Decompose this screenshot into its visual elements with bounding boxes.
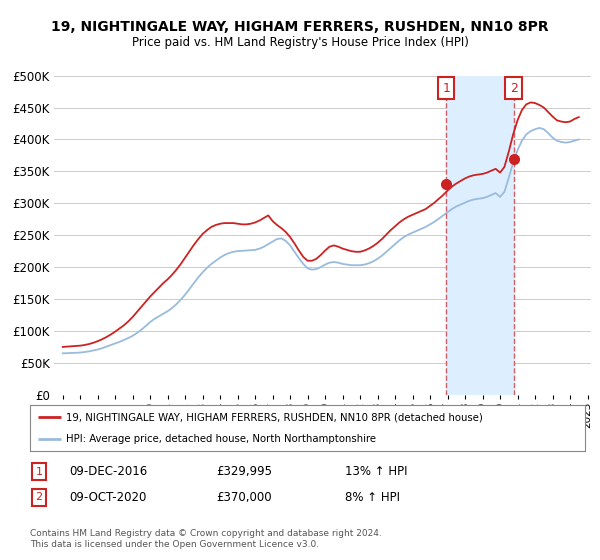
Text: 2: 2 xyxy=(35,492,43,502)
Text: 09-OCT-2020: 09-OCT-2020 xyxy=(69,491,146,504)
Bar xyxy=(446,76,514,395)
Text: 19, NIGHTINGALE WAY, HIGHAM FERRERS, RUSHDEN, NN10 8PR: 19, NIGHTINGALE WAY, HIGHAM FERRERS, RUS… xyxy=(51,20,549,34)
Text: 19, NIGHTINGALE WAY, HIGHAM FERRERS, RUSHDEN, NN10 8PR (detached house): 19, NIGHTINGALE WAY, HIGHAM FERRERS, RUS… xyxy=(66,412,483,422)
Text: 8% ↑ HPI: 8% ↑ HPI xyxy=(345,491,400,504)
Text: HPI: Average price, detached house, North Northamptonshire: HPI: Average price, detached house, Nort… xyxy=(66,435,376,444)
Text: 1: 1 xyxy=(35,466,43,477)
Text: £329,995: £329,995 xyxy=(216,465,272,478)
Text: £370,000: £370,000 xyxy=(216,491,272,504)
Text: 1: 1 xyxy=(442,82,450,95)
Text: Price paid vs. HM Land Registry's House Price Index (HPI): Price paid vs. HM Land Registry's House … xyxy=(131,36,469,49)
Text: 09-DEC-2016: 09-DEC-2016 xyxy=(69,465,147,478)
Text: 2: 2 xyxy=(510,82,518,95)
Text: 13% ↑ HPI: 13% ↑ HPI xyxy=(345,465,407,478)
Text: Contains HM Land Registry data © Crown copyright and database right 2024.
This d: Contains HM Land Registry data © Crown c… xyxy=(30,529,382,549)
